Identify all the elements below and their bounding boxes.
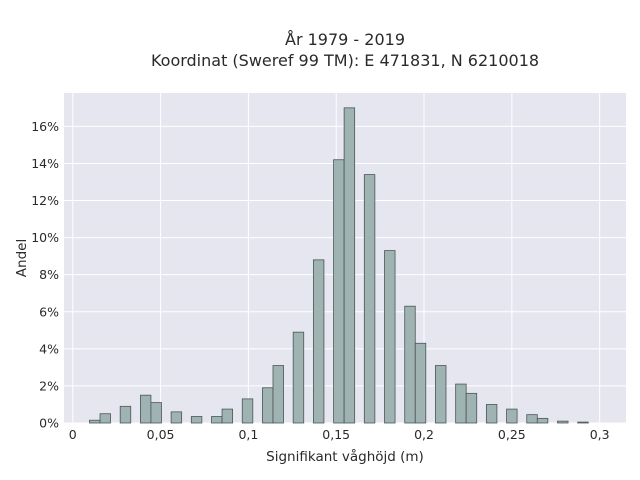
- y-tick-label: 8%: [39, 267, 59, 282]
- y-tick-label: 6%: [39, 304, 59, 319]
- histogram-bar: [89, 419, 101, 424]
- y-tick-label: 12%: [31, 193, 59, 208]
- histogram-bar: [557, 420, 569, 424]
- histogram-bar: [170, 411, 183, 424]
- y-axis-label: Andel: [14, 239, 30, 277]
- histogram-bar: [414, 342, 427, 424]
- x-tick-label: 0: [69, 427, 77, 442]
- histogram-bar: [139, 394, 152, 424]
- histogram-bar: [577, 421, 589, 424]
- histogram-bar: [272, 365, 284, 424]
- histogram-bar: [404, 305, 416, 424]
- histogram-bar: [150, 402, 162, 424]
- histogram-bar: [506, 408, 518, 424]
- histogram-bar: [312, 259, 325, 424]
- y-tick-label: 10%: [31, 230, 59, 245]
- chart-title-line1: År 1979 - 2019: [285, 30, 405, 49]
- histogram-bar: [536, 417, 549, 424]
- x-tick-label: 0,1: [238, 427, 258, 442]
- y-tick-label: 16%: [31, 119, 59, 134]
- histogram-bar: [241, 398, 254, 424]
- histogram-bar: [455, 383, 467, 424]
- histogram-bar: [526, 414, 538, 424]
- histogram-bar: [99, 413, 111, 424]
- histogram-bar: [343, 107, 356, 424]
- y-axis-ticks: 0% 2% 4% 6% 8% 10% 12% 14% 16%: [31, 119, 59, 431]
- bars: [89, 107, 589, 424]
- x-axis-ticks: 0 0,05 0,1 0,15 0,2 0,25 0,3: [69, 427, 610, 442]
- y-tick-label: 4%: [39, 341, 59, 356]
- histogram-bar: [384, 250, 396, 424]
- histogram-bar: [333, 159, 345, 424]
- chart-title-line2: Koordinat (Sweref 99 TM): E 471831, N 62…: [151, 51, 539, 70]
- x-tick-label: 0,3: [590, 427, 610, 442]
- histogram-bar: [435, 365, 447, 424]
- histogram-bar: [262, 387, 274, 424]
- histogram-bar: [221, 408, 233, 424]
- histogram-bar: [190, 416, 203, 424]
- x-tick-label: 0,15: [322, 427, 350, 442]
- histogram-bar: [211, 416, 223, 424]
- y-tick-label: 0%: [39, 416, 59, 431]
- histogram-bar: [292, 331, 305, 424]
- histogram-bar: [119, 405, 132, 424]
- y-tick-label: 14%: [31, 156, 59, 171]
- histogram-bar: [465, 392, 478, 424]
- histogram-bar: [363, 174, 376, 424]
- x-tick-label: 0,2: [414, 427, 434, 442]
- x-axis-label: Signifikant våghöjd (m): [266, 448, 424, 465]
- histogram-bar: [485, 404, 498, 424]
- y-tick-label: 2%: [39, 378, 59, 393]
- x-tick-label: 0,25: [498, 427, 526, 442]
- x-tick-label: 0,05: [147, 427, 175, 442]
